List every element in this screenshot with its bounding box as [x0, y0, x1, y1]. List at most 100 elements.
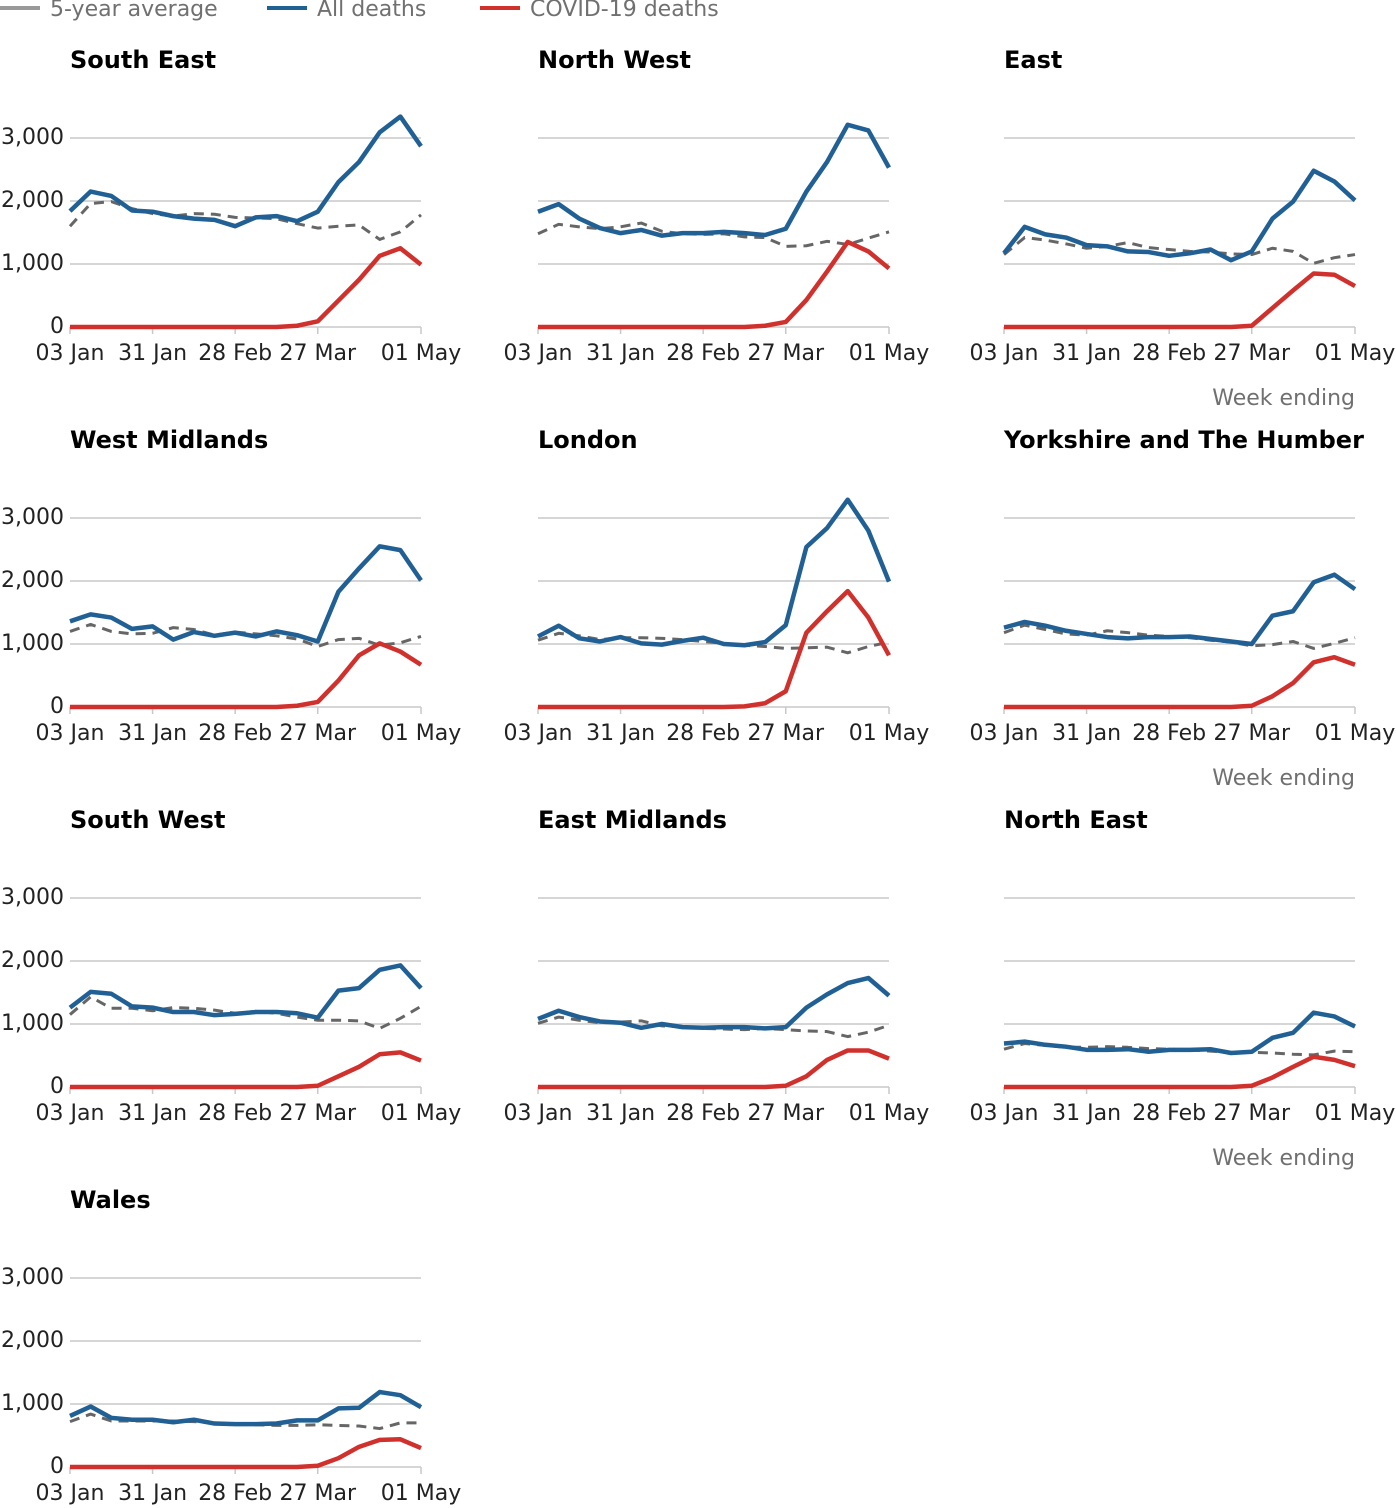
x-tick-label: 01 May — [381, 1101, 461, 1126]
x-tick-label: 31 Jan — [118, 1481, 187, 1506]
series-line — [70, 1437, 422, 1470]
series-line — [1003, 572, 1357, 647]
x-tick-label: 03 Jan — [504, 721, 573, 746]
series-line — [1003, 1010, 1356, 1056]
x-tick-label: 28 Feb — [666, 721, 740, 746]
series-line — [1004, 1054, 1356, 1090]
series-line — [70, 246, 423, 330]
x-tick-label: 01 May — [1315, 721, 1395, 746]
panel-title: South East — [70, 46, 216, 74]
y-tick-label: 3,000 — [1, 885, 64, 910]
series-line — [69, 1389, 423, 1427]
y-tick-label: 1,000 — [1, 251, 64, 276]
panel: West Midlands 0 1,000 2,000 3,000 03 Jan 31 Ja… — [1, 426, 461, 746]
panel: South West 0 1,000 2,000 3,000 03 Jan 31 Jan 28… — [1, 806, 461, 1126]
x-tick-label: 28 Feb — [666, 1101, 740, 1126]
series-line — [69, 544, 423, 644]
x-tick-label: 27 Mar — [280, 721, 357, 746]
y-tick-label: 1,000 — [1, 631, 64, 656]
x-tick-label: 03 Jan — [970, 341, 1039, 366]
y-tick-label: 3,000 — [1, 125, 64, 150]
series-line — [68, 963, 423, 1020]
series-line — [1004, 271, 1357, 330]
x-tick-label: 01 May — [849, 1101, 929, 1126]
x-tick-label: 01 May — [1315, 341, 1395, 366]
y-tick-label: 2,000 — [1, 188, 64, 213]
panel-title: South West — [70, 806, 225, 834]
series-line — [68, 114, 423, 229]
x-tick-label: 31 Jan — [118, 1101, 187, 1126]
panel-title: North East — [1004, 806, 1148, 834]
x-tick-label: 31 Jan — [118, 721, 187, 746]
x-tick-label: 03 Jan — [970, 1101, 1039, 1126]
series-line — [538, 239, 891, 330]
series-line — [536, 497, 892, 648]
panel: London 03 Jan 31 Jan 28 Feb 27 Mar 01 May — [504, 426, 930, 746]
x-tick-label: 27 Mar — [280, 341, 357, 366]
panel-title: East Midlands — [538, 806, 727, 834]
x-tick-label: 03 Jan — [36, 1481, 105, 1506]
panel: East 03 Jan 31 Jan 28 Feb 27 Mar 01 May Week e… — [970, 46, 1396, 411]
x-axis-label: Week ending — [1212, 766, 1355, 791]
x-tick-label: 28 Feb — [198, 341, 272, 366]
x-tick-label: 01 May — [381, 341, 461, 366]
x-tick-label: 03 Jan — [504, 1101, 573, 1126]
x-tick-label: 31 Jan — [1052, 1101, 1121, 1126]
y-tick-label: 2,000 — [1, 948, 64, 973]
legend-label: 5-year average — [50, 0, 218, 22]
x-tick-label: 27 Mar — [280, 1481, 357, 1506]
x-tick-label: 03 Jan — [504, 341, 573, 366]
x-axis-label: Week ending — [1212, 386, 1355, 411]
y-tick-label: 1,000 — [1, 1391, 64, 1416]
x-tick-label: 28 Feb — [1132, 1101, 1206, 1126]
x-tick-label: 01 May — [381, 1481, 461, 1506]
x-tick-label: 27 Mar — [1214, 341, 1291, 366]
x-tick-label: 27 Mar — [748, 1101, 825, 1126]
series-line — [1004, 654, 1356, 710]
legend-label: All deaths — [317, 0, 426, 22]
series-line — [538, 588, 891, 710]
series-line — [538, 1048, 890, 1090]
panel-title: Wales — [70, 1186, 151, 1214]
panel: East Midlands 03 Jan 31 Jan 28 Feb 27 Mar 01 … — [504, 806, 930, 1126]
y-tick-label: 1,000 — [1, 1011, 64, 1036]
x-tick-label: 28 Feb — [198, 721, 272, 746]
panel: North West 03 Jan 31 Jan 28 Feb 27 Mar 01 May — [504, 46, 930, 366]
panel: Wales 0 1,000 2,000 3,000 03 Jan 31 Jan 28 Feb 2… — [1, 1186, 461, 1506]
series-line — [70, 641, 423, 710]
x-tick-label: 01 May — [849, 341, 929, 366]
x-tick-label: 31 Jan — [586, 721, 655, 746]
x-tick-label: 01 May — [1315, 1101, 1395, 1126]
x-tick-label: 03 Jan — [36, 721, 105, 746]
x-tick-label: 31 Jan — [118, 341, 187, 366]
panel-title: East — [1004, 46, 1062, 74]
x-tick-label: 03 Jan — [36, 1101, 105, 1126]
x-tick-label: 28 Feb — [1132, 341, 1206, 366]
y-tick-label: 0 — [50, 1454, 64, 1479]
x-tick-label: 01 May — [849, 721, 929, 746]
panel-title: Yorkshire and The Humber — [1003, 426, 1364, 454]
series-line — [70, 1050, 422, 1090]
x-tick-label: 28 Feb — [666, 341, 740, 366]
y-tick-label: 2,000 — [1, 568, 64, 593]
y-tick-label: 2,000 — [1, 1328, 64, 1353]
x-tick-label: 31 Jan — [586, 341, 655, 366]
x-tick-label: 27 Mar — [1214, 1101, 1291, 1126]
x-tick-label: 31 Jan — [1052, 341, 1121, 366]
x-tick-label: 28 Feb — [1132, 721, 1206, 746]
x-tick-label: 28 Feb — [198, 1101, 272, 1126]
series-line — [537, 975, 891, 1031]
panel: Yorkshire and The Humber 03 Jan 31 Jan 28 F… — [970, 426, 1396, 791]
legend-label: COVID-19 deaths — [530, 0, 719, 22]
x-tick-label: 27 Mar — [748, 721, 825, 746]
panel-title: London — [538, 426, 638, 454]
x-tick-label: 31 Jan — [586, 1101, 655, 1126]
x-tick-label: 28 Feb — [198, 1481, 272, 1506]
y-tick-label: 3,000 — [1, 505, 64, 530]
series-line — [537, 122, 891, 238]
x-tick-label: 03 Jan — [36, 341, 105, 366]
series-line — [1002, 168, 1357, 263]
panel: South East 0 1,000 2,000 3,000 03 Jan 31 Jan 28… — [1, 46, 461, 366]
y-tick-label: 0 — [50, 314, 64, 339]
